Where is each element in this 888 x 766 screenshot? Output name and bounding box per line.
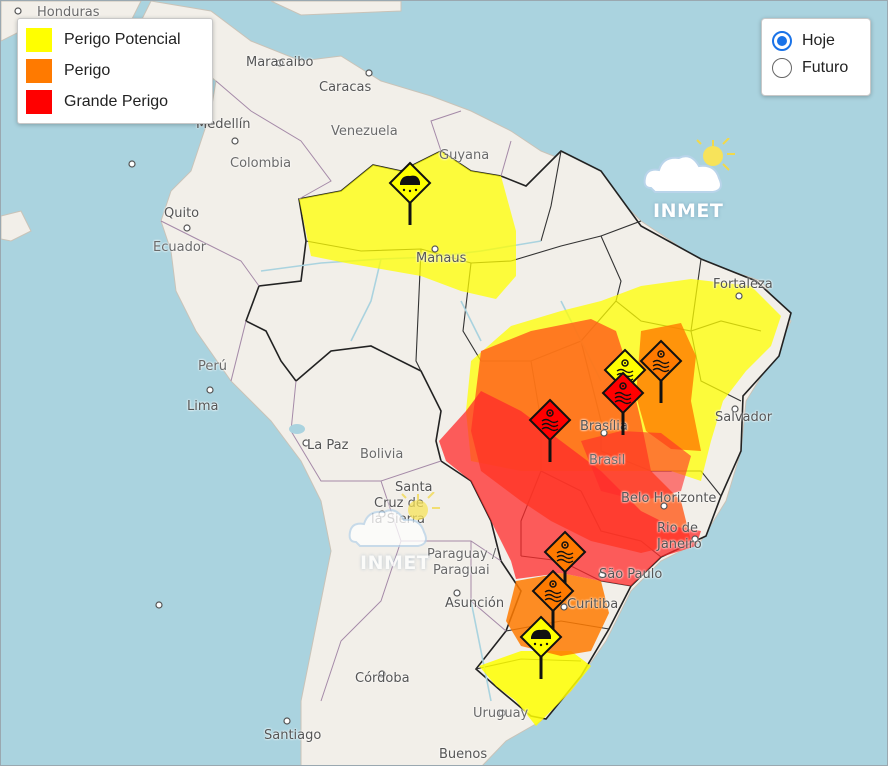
land-cuba-bits [1,210,32,242]
label-fortaleza: Fortaleza [713,277,773,292]
label-ecuador: Ecuador [153,240,207,255]
zone-amazonas-perigo-potencial [299,151,516,299]
storm-cloud-icon [519,615,563,679]
label-curitiba: Curitiba [567,597,619,612]
alert-marker-heat-perigo-sp[interactable] [543,530,587,591]
label-santiago: Santiago [264,728,322,743]
label-maracaibo: Maracaibo [246,55,314,70]
legend-item-perigo: Perigo [26,59,110,83]
legend-item-grande-perigo: Grande Perigo [26,90,168,114]
radio-button-hoje[interactable] [772,31,792,51]
radio-button-futuro[interactable] [772,58,792,78]
heat-wave-icon [543,530,587,584]
label-salvador: Salvador [715,410,773,425]
storm-cloud-icon [388,161,432,225]
label-paraguai: Paraguai [433,563,490,578]
radio-label-hoje[interactable]: Hoje [802,32,835,49]
legend-swatch [26,28,52,52]
lake-titicaca [289,424,305,434]
label-la-paz: La Paz [307,438,349,453]
country-borders [160,80,512,702]
zone-west-grande-perigo [439,391,701,586]
label-quito: Quito [164,206,200,221]
land-caribbean [270,1,402,16]
label-sao-paulo: São Paulo [599,567,663,582]
radio-hoje[interactable]: Hoje [772,31,835,51]
inmet-watermark: INMET [346,491,446,582]
label-colombia: Colombia [230,156,292,171]
label-venezuela: Venezuela [331,124,398,139]
alert-marker-storm-amazonas[interactable] [388,161,432,232]
label-uruguay: Uruguay [473,706,529,721]
alert-marker-heat-grande-2[interactable] [528,398,572,469]
label-asuncion: Asunción [445,596,505,611]
label-rio: Rio de [657,521,698,536]
legend-swatch [26,59,52,83]
label-manaus: Manaus [416,251,467,266]
inmet-logo-text: INMET [653,200,724,222]
legend-item-perigo-potencial: Perigo Potencial [26,28,181,52]
zone-minas-grande-perigo [581,431,691,501]
sun-cloud-icon [348,491,440,547]
label-buenos: Buenos [439,747,488,762]
heat-wave-icon [528,398,572,462]
alert-marker-storm-south[interactable] [519,615,563,686]
label-peru: Perú [198,359,227,374]
alert-legend: Perigo Potencial Perigo Grande Perigo [17,18,213,124]
label-belo-horizonte: Belo Horizonte [621,491,717,506]
heat-wave-icon [639,339,683,403]
heat-wave-icon [601,371,645,435]
legend-label: Perigo Potencial [64,31,181,48]
sun-cloud-icon [643,137,735,193]
label-caracas: Caracas [319,80,372,95]
alert-marker-heat-grande-1[interactable] [601,371,645,442]
label-cordoba: Córdoba [355,671,410,686]
radio-label-futuro[interactable]: Futuro [802,59,849,76]
label-brasilia: Brasília [580,419,628,434]
inmet-watermark-text: INMET [360,552,431,574]
label-lima: Lima [187,399,219,414]
time-selector: Hoje Futuro [761,18,871,96]
legend-swatch [26,90,52,114]
zone-south-perigo-potencial [479,651,591,726]
inmet-logo: INMET [641,137,741,228]
legend-label: Grande Perigo [64,93,169,110]
legend-label: Perigo [64,62,111,79]
label-honduras: Honduras [37,5,100,20]
label-bolivia: Bolivia [360,447,404,462]
radio-futuro[interactable]: Futuro [772,58,848,78]
label-santa: Santa [395,480,433,495]
label-guyana: Guyana [439,148,490,163]
label-brasil: Brasil [589,453,626,468]
label-paraguay: Paraguay / [427,547,497,562]
alert-marker-heat-bahia[interactable] [639,339,683,410]
label-janeiro: Janeiro [657,537,702,552]
